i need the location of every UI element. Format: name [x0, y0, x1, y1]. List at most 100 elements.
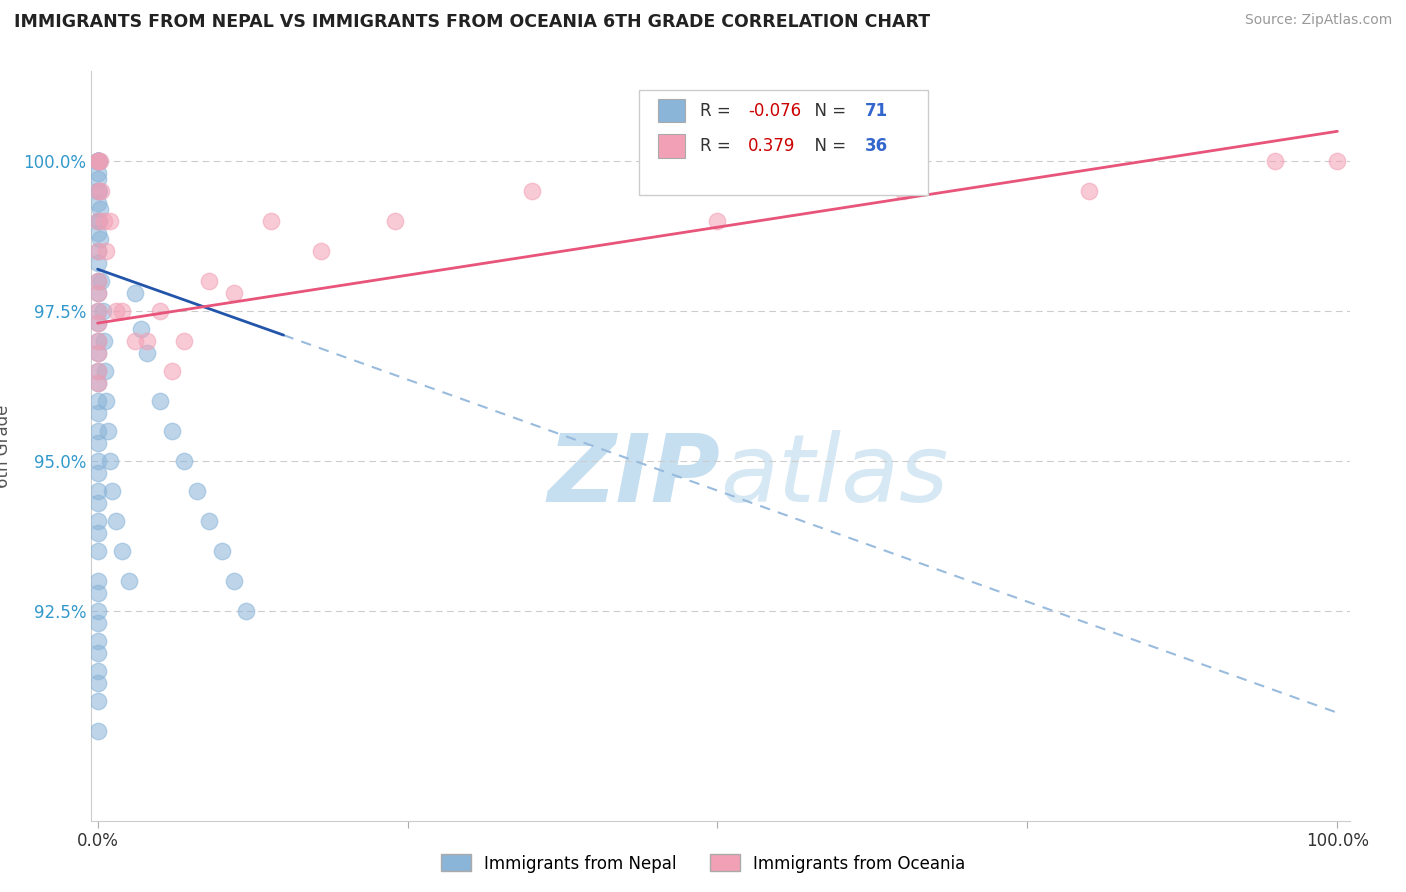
- Point: [160, 424, 183, 438]
- Point: [222, 286, 245, 301]
- Point: [86, 226, 108, 240]
- Point: [86, 436, 108, 450]
- Point: [87, 214, 110, 228]
- Point: [86, 316, 108, 330]
- Point: [93, 334, 115, 348]
- Point: [96, 424, 118, 438]
- Point: [211, 544, 233, 558]
- Point: [520, 184, 543, 198]
- Point: [384, 214, 406, 228]
- Text: N =: N =: [804, 102, 851, 120]
- Point: [124, 334, 146, 348]
- Point: [148, 394, 170, 409]
- Point: [86, 514, 108, 528]
- Point: [86, 154, 108, 169]
- Point: [86, 316, 108, 330]
- Text: 71: 71: [865, 102, 889, 120]
- Point: [87, 184, 110, 198]
- Point: [87, 154, 110, 169]
- Point: [86, 286, 108, 301]
- Point: [98, 454, 121, 468]
- Text: R =: R =: [700, 137, 737, 155]
- Point: [160, 364, 183, 378]
- Point: [86, 274, 108, 288]
- Point: [86, 256, 108, 270]
- Point: [86, 214, 108, 228]
- Point: [86, 466, 108, 480]
- Point: [91, 304, 114, 318]
- Point: [90, 184, 112, 198]
- Point: [86, 406, 108, 420]
- Point: [198, 274, 221, 288]
- Point: [86, 586, 108, 600]
- FancyBboxPatch shape: [658, 99, 685, 122]
- Point: [98, 214, 121, 228]
- Point: [86, 154, 108, 169]
- Point: [86, 525, 108, 540]
- Point: [86, 376, 108, 390]
- Point: [148, 304, 170, 318]
- Point: [173, 334, 195, 348]
- Point: [86, 184, 108, 198]
- Point: [111, 544, 134, 558]
- Point: [93, 214, 115, 228]
- Point: [86, 454, 108, 468]
- Text: IMMIGRANTS FROM NEPAL VS IMMIGRANTS FROM OCEANIA 6TH GRADE CORRELATION CHART: IMMIGRANTS FROM NEPAL VS IMMIGRANTS FROM…: [14, 13, 931, 31]
- Point: [86, 646, 108, 660]
- Point: [86, 274, 108, 288]
- FancyBboxPatch shape: [638, 90, 928, 195]
- Point: [86, 364, 108, 378]
- Point: [309, 244, 332, 259]
- Point: [86, 172, 108, 186]
- Point: [86, 334, 108, 348]
- Point: [86, 286, 108, 301]
- Point: [86, 154, 108, 169]
- Point: [86, 633, 108, 648]
- Point: [86, 424, 108, 438]
- Point: [136, 346, 159, 360]
- Point: [235, 604, 257, 618]
- Point: [105, 304, 128, 318]
- Point: [89, 202, 111, 217]
- Point: [260, 214, 283, 228]
- Point: [86, 574, 108, 588]
- Point: [86, 544, 108, 558]
- Text: 0.379: 0.379: [748, 137, 796, 155]
- Point: [86, 244, 108, 259]
- Point: [86, 154, 108, 169]
- Point: [198, 514, 221, 528]
- Point: [86, 483, 108, 498]
- Point: [136, 334, 159, 348]
- Point: [90, 274, 112, 288]
- Point: [86, 394, 108, 409]
- FancyBboxPatch shape: [658, 135, 685, 158]
- Point: [129, 322, 152, 336]
- Point: [111, 304, 134, 318]
- Point: [1264, 154, 1286, 169]
- Point: [86, 214, 108, 228]
- Point: [86, 675, 108, 690]
- Point: [86, 244, 108, 259]
- Text: 36: 36: [865, 137, 889, 155]
- Text: ZIP: ZIP: [548, 430, 720, 522]
- Text: R =: R =: [700, 102, 737, 120]
- Point: [86, 154, 108, 169]
- Point: [1326, 154, 1348, 169]
- Point: [86, 154, 108, 169]
- Legend: Immigrants from Nepal, Immigrants from Oceania: Immigrants from Nepal, Immigrants from O…: [434, 847, 972, 880]
- Y-axis label: 6th Grade: 6th Grade: [0, 404, 13, 488]
- Point: [124, 286, 146, 301]
- Point: [86, 496, 108, 510]
- Point: [89, 154, 111, 169]
- Point: [86, 154, 108, 169]
- Text: N =: N =: [804, 137, 851, 155]
- Point: [86, 694, 108, 708]
- Point: [86, 154, 108, 169]
- Point: [86, 723, 108, 738]
- Point: [222, 574, 245, 588]
- Point: [105, 514, 128, 528]
- Point: [117, 574, 139, 588]
- Point: [86, 334, 108, 348]
- Point: [86, 184, 108, 198]
- Point: [86, 664, 108, 678]
